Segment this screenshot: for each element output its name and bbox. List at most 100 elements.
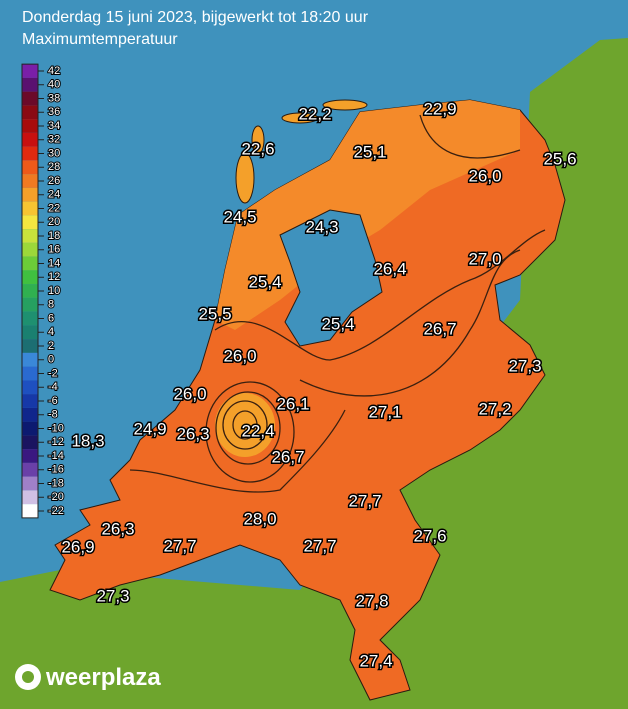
legend-label: 28: [48, 161, 60, 173]
station-value: 27,7: [163, 536, 196, 555]
legend-band: [22, 91, 38, 106]
legend-band: [22, 242, 38, 257]
legend-band: [22, 284, 38, 298]
legend-band: [22, 270, 38, 285]
island: [322, 99, 368, 111]
legend-band: [22, 504, 38, 518]
station-value: 26,4: [373, 259, 406, 278]
legend-band: [22, 325, 38, 340]
station-value: 25,4: [248, 272, 281, 291]
legend-band: [22, 105, 38, 120]
legend-label: -4: [48, 381, 58, 393]
station-value: 18,3: [71, 431, 104, 450]
legend-label: 32: [48, 134, 60, 146]
legend-label: -14: [48, 450, 64, 462]
legend-label: 36: [48, 106, 60, 118]
title: Donderdag 15 juni 2023, bijgewerkt tot 1…: [22, 9, 369, 26]
legend-band: [22, 339, 38, 353]
station-labels: 22,2 22,9 22,6 25,1 25,6 26,0 24,5 24,3 …: [60, 98, 578, 672]
station-value: 26,3: [101, 519, 134, 538]
contour: [222, 400, 268, 450]
station-value: 26,3: [176, 424, 209, 443]
legend-label: 0: [48, 354, 54, 366]
legend-label: 2: [48, 340, 54, 352]
legend-band: [22, 77, 38, 92]
legend-label: 14: [48, 257, 60, 269]
legend-band: [22, 462, 38, 477]
station-value: 26,7: [271, 447, 304, 466]
legend-band: [22, 297, 38, 312]
station-value: 27,7: [303, 536, 336, 555]
station-value: 27,3: [96, 586, 129, 605]
legend-band: [22, 256, 38, 271]
station-value: 22,9: [423, 99, 456, 118]
legend-label: 24: [48, 189, 60, 201]
legend-label: -20: [48, 491, 64, 503]
legend-label: 10: [48, 285, 60, 297]
ijsselmeer: [279, 209, 383, 347]
station-value: 22,2: [298, 104, 331, 123]
contour: [419, 114, 521, 159]
contour: [214, 229, 546, 361]
legend-band: [22, 352, 38, 367]
legend-label: 34: [48, 120, 60, 132]
contour: [299, 249, 521, 397]
legend-label: 6: [48, 312, 54, 324]
station-value: 25,5: [198, 304, 231, 323]
logo-icon-inner: [22, 671, 34, 683]
island: [235, 152, 255, 204]
station-value: 27,3: [508, 356, 541, 375]
station-value: 26,1: [276, 394, 309, 413]
legend-band: [22, 421, 38, 436]
legend-band: [22, 435, 38, 450]
legend-band: [22, 187, 38, 202]
contour: [205, 381, 295, 483]
legend-label: 18: [48, 230, 60, 242]
legend-band: [22, 311, 38, 326]
station-value: 27,4: [359, 651, 392, 670]
legend-label: 26: [48, 175, 60, 187]
contour: [129, 409, 346, 493]
legend-band: [22, 132, 38, 147]
legend-label: 12: [48, 271, 60, 283]
legend-label: 16: [48, 244, 60, 256]
station-value: 26,0: [173, 384, 206, 403]
station-value: 24,5: [223, 207, 256, 226]
legend-label: 30: [48, 147, 60, 159]
legend-label: 40: [48, 79, 60, 91]
legend-label: 8: [48, 299, 54, 311]
legend-label: -2: [48, 367, 58, 379]
legend-band: [22, 119, 38, 133]
legend-band: [22, 449, 38, 463]
legend-label: 4: [48, 326, 54, 338]
station-value: 27,1: [368, 402, 401, 421]
station-value: 27,6: [413, 526, 446, 545]
logo-text: weerplaza: [45, 664, 161, 691]
island: [281, 112, 319, 124]
station-value: 25,4: [321, 314, 354, 333]
cool-zone: [215, 393, 275, 457]
legend-label: -18: [48, 477, 64, 489]
station-value: 26,7: [423, 319, 456, 338]
station-value: 27,2: [478, 399, 511, 418]
legend-label: -12: [48, 436, 64, 448]
legend-label: -22: [48, 505, 64, 517]
legend-label: -6: [48, 395, 58, 407]
station-value: 27,7: [348, 491, 381, 510]
legend-label: 22: [48, 202, 60, 214]
station-value: 22,4: [241, 421, 274, 440]
legend-band: [22, 407, 38, 422]
logo: weerplaza: [15, 664, 161, 691]
legend-label: 38: [48, 92, 60, 104]
station-value: 26,0: [468, 166, 501, 185]
station-value: 24,3: [305, 217, 338, 236]
contour: [232, 410, 258, 440]
station-value: 27,8: [355, 591, 388, 610]
contour: [215, 391, 281, 465]
station-value: 24,9: [133, 419, 166, 438]
station-value: 25,1: [353, 142, 386, 161]
legend-band: [22, 201, 38, 216]
legend-band: [22, 490, 38, 505]
legend-label: 20: [48, 216, 60, 228]
